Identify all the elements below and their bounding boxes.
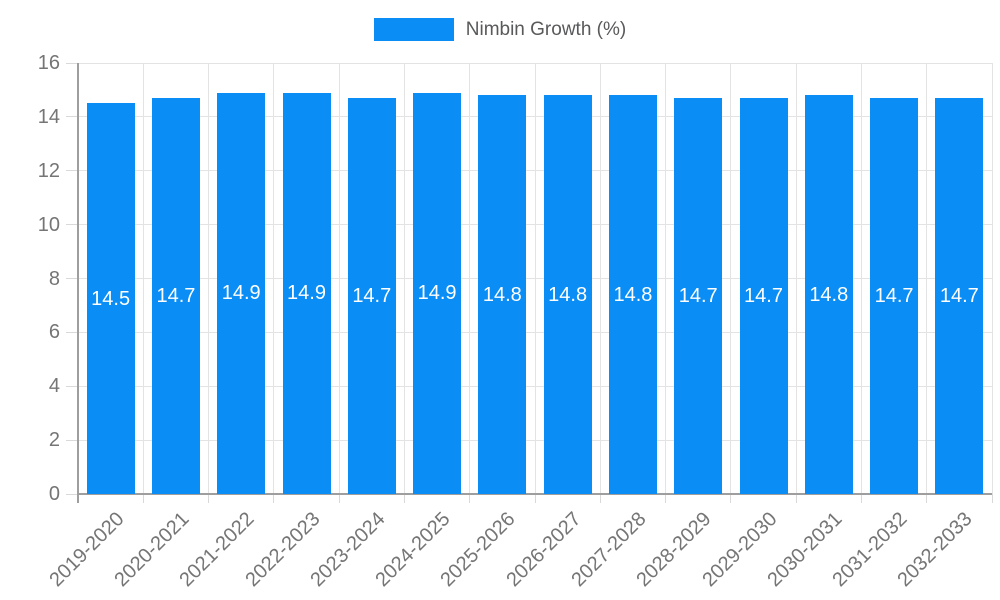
y-tick-mark — [66, 224, 78, 226]
legend-swatch-icon — [373, 18, 454, 41]
bar[interactable] — [870, 98, 919, 494]
v-gridline — [795, 63, 797, 494]
bar-value-label: 14.7 — [678, 285, 718, 307]
x-tick-mark — [665, 494, 667, 503]
bar[interactable] — [478, 95, 527, 494]
bar[interactable] — [608, 95, 657, 494]
bar[interactable] — [543, 95, 592, 494]
x-tick-mark — [599, 494, 601, 503]
bar-value-label: 14.5 — [91, 287, 131, 310]
y-tick-mark — [66, 116, 78, 118]
y-tick-label: 0 — [48, 483, 60, 505]
y-tick-mark — [66, 170, 78, 172]
bar[interactable] — [413, 92, 462, 494]
x-tick-mark — [142, 494, 144, 503]
v-gridline — [469, 63, 471, 494]
x-tick-mark — [926, 494, 928, 503]
x-tick-mark — [273, 494, 275, 503]
bar-value-label: 14.9 — [221, 282, 261, 305]
y-tick-label: 10 — [37, 213, 60, 236]
x-tick-mark — [991, 494, 993, 503]
y-tick-mark — [66, 385, 78, 387]
x-axis-line — [77, 493, 992, 495]
v-gridline — [860, 63, 862, 494]
x-tick-mark — [208, 494, 210, 503]
y-tick-label: 2 — [48, 429, 60, 452]
bar-value-label: 14.9 — [287, 282, 326, 305]
x-tick-mark — [469, 494, 471, 503]
v-gridline — [208, 63, 210, 494]
y-tick-mark — [66, 62, 78, 64]
legend[interactable]: Nimbin Growth (%) — [0, 18, 1000, 41]
v-gridline — [991, 63, 993, 494]
bar[interactable] — [282, 92, 331, 494]
y-tick-label: 4 — [48, 375, 60, 398]
v-gridline — [403, 63, 405, 494]
y-tick-label: 12 — [37, 159, 60, 182]
v-gridline — [142, 63, 144, 494]
x-tick-mark — [403, 494, 405, 503]
y-tick-label: 16 — [37, 52, 60, 74]
bar[interactable] — [86, 103, 135, 494]
bar-value-label: 14.7 — [744, 285, 783, 307]
bar[interactable] — [217, 92, 266, 494]
x-tick-mark — [534, 494, 536, 503]
bar-value-label: 14.8 — [613, 283, 653, 306]
bar-value-label: 14.8 — [548, 283, 588, 306]
v-gridline — [730, 63, 732, 494]
bar[interactable] — [674, 98, 723, 494]
bar-value-label: 14.8 — [809, 283, 849, 306]
bar-value-label: 14.7 — [874, 285, 914, 307]
bar-value-label: 14.7 — [939, 285, 979, 307]
v-gridline — [338, 63, 340, 494]
bar-value-label: 14.7 — [352, 285, 392, 307]
y-tick-label: 8 — [48, 267, 60, 290]
y-tick-mark — [66, 331, 78, 333]
bar[interactable] — [935, 98, 984, 494]
bar-value-label: 14.7 — [156, 285, 196, 307]
x-tick-mark — [338, 494, 340, 503]
y-tick-mark — [66, 493, 78, 495]
bar[interactable] — [804, 95, 853, 494]
y-tick-mark — [66, 439, 78, 441]
v-gridline — [273, 63, 275, 494]
bar[interactable] — [347, 98, 396, 494]
v-gridline — [599, 63, 601, 494]
bar[interactable] — [151, 98, 200, 494]
v-gridline — [665, 63, 667, 494]
bar-value-label: 14.9 — [417, 282, 457, 305]
legend-label: Nimbin Growth (%) — [465, 19, 627, 40]
y-axis-line — [77, 63, 79, 503]
bar-value-label: 14.8 — [482, 283, 522, 306]
y-tick-label: 6 — [48, 321, 60, 344]
y-tick-mark — [66, 278, 78, 279]
x-tick-mark — [860, 494, 862, 503]
x-tick-mark — [795, 494, 797, 503]
x-tick-mark — [730, 494, 732, 503]
v-gridline — [926, 63, 928, 494]
bar[interactable] — [739, 98, 788, 494]
v-gridline — [534, 63, 536, 494]
y-tick-label: 14 — [37, 105, 60, 128]
